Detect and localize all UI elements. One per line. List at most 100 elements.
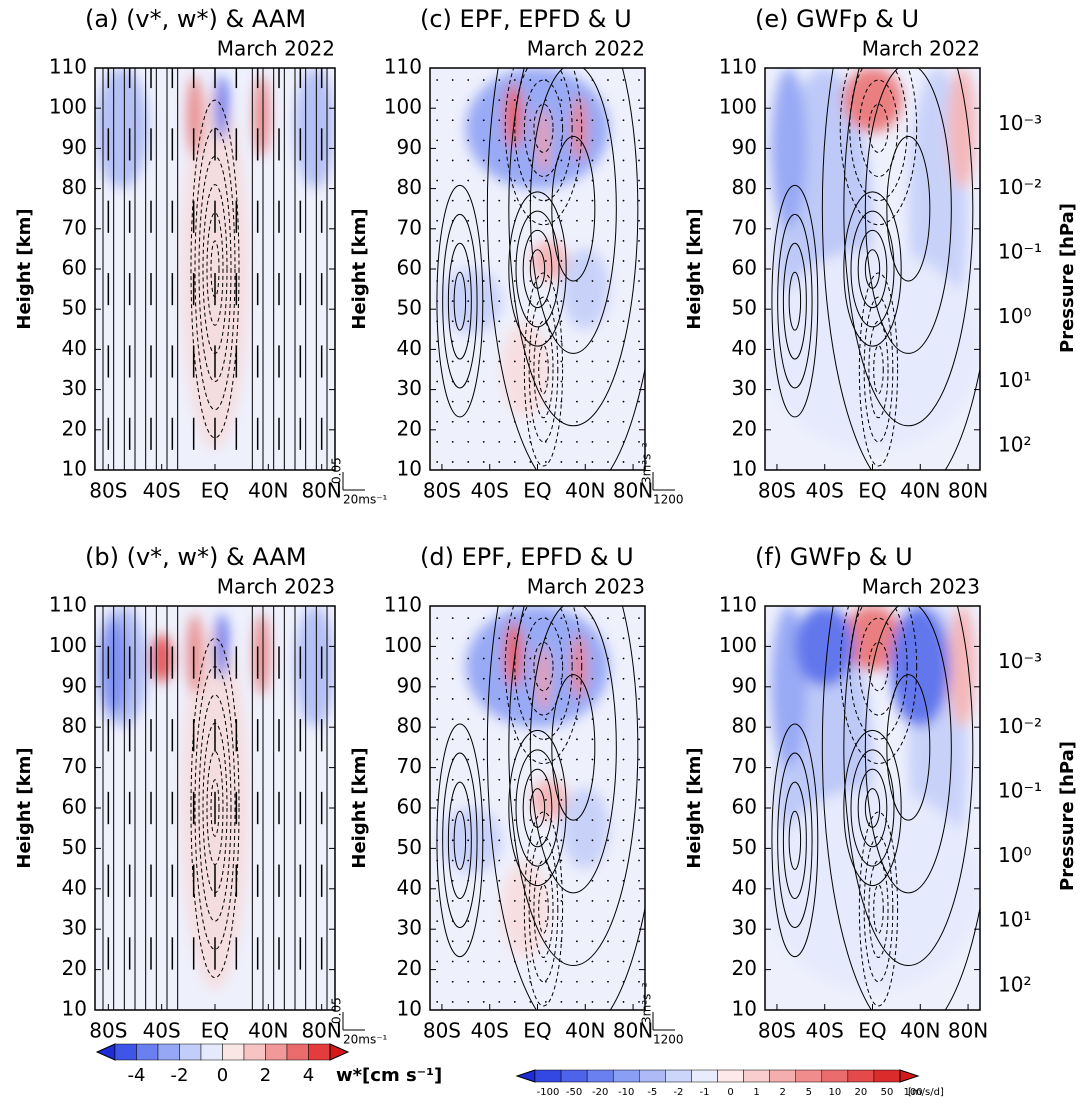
- colorbar-tick-label: -50: [566, 1087, 582, 1098]
- vector-dot: [529, 420, 532, 423]
- vector-dot: [513, 179, 516, 182]
- vector-dot: [436, 940, 439, 943]
- vector-dot: [560, 778, 563, 781]
- vector-dot: [607, 380, 609, 383]
- x-tick-label: 40N: [565, 479, 605, 503]
- vector-dot: [436, 219, 439, 222]
- vector-key-vertical: 0.05: [330, 997, 344, 1024]
- vector-dot: [482, 1001, 485, 1003]
- vector-dot: [591, 179, 594, 182]
- vector-dot: [482, 139, 485, 142]
- x-tick-label: 40S: [143, 1019, 181, 1043]
- vector-dot: [622, 239, 625, 242]
- vector-dot: [622, 778, 625, 781]
- vector-dot: [529, 859, 532, 862]
- x-tick-label: 40N: [900, 479, 940, 503]
- vector-dot: [513, 879, 516, 882]
- y-tick-label: 10: [62, 457, 87, 481]
- colorbar-cell: [222, 1043, 245, 1061]
- vector-dot: [576, 617, 578, 620]
- vector-dot: [560, 260, 563, 262]
- y-tick-label: 30: [397, 916, 422, 940]
- colorbar-cell: [717, 1069, 744, 1083]
- vector-dot: [498, 839, 501, 842]
- colorbar-cell: [821, 1069, 849, 1083]
- vector-dot: [576, 139, 578, 142]
- vector-dot: [607, 778, 609, 781]
- vector-dot: [513, 260, 516, 262]
- vector-dot: [607, 637, 609, 640]
- vector-dot: [544, 879, 547, 882]
- vector-dot: [529, 839, 532, 842]
- vector-dot: [451, 99, 454, 102]
- vector-dot: [591, 340, 594, 343]
- contour: [868, 320, 889, 419]
- vector-dot: [544, 360, 547, 363]
- vector-dot: [560, 657, 563, 660]
- vector-dot: [576, 400, 578, 403]
- vector-dot: [451, 340, 454, 343]
- vector-dot: [436, 360, 439, 363]
- y-tick-label: 10: [732, 997, 757, 1021]
- field: [95, 606, 335, 1010]
- y-tick-label: 110: [384, 55, 422, 79]
- vector-dot: [467, 657, 470, 660]
- vector-dot: [482, 260, 485, 262]
- vector-dot: [513, 657, 516, 660]
- vector-dot: [436, 758, 439, 761]
- vector-dot: [607, 239, 609, 242]
- y-tick-label: 50: [732, 296, 757, 320]
- shade: [181, 88, 249, 450]
- vector-dot: [576, 940, 578, 943]
- vector-dot: [529, 617, 532, 620]
- shade: [187, 614, 203, 695]
- vector-dot: [607, 280, 609, 282]
- panel: (c) EPF, EPFD & U March 2022 Height [km] 10…: [349, 5, 684, 507]
- vector-dot: [498, 778, 501, 781]
- colorbar-tick-label: 0: [217, 1065, 228, 1086]
- vector-dot: [529, 139, 532, 142]
- shade: [537, 108, 550, 173]
- vector-dot: [544, 839, 547, 842]
- shade: [101, 618, 129, 716]
- vector-dot: [638, 637, 640, 640]
- vector-dot: [467, 819, 470, 822]
- vector-dot: [622, 677, 625, 680]
- vector-dot: [436, 879, 439, 882]
- vector-dot: [622, 260, 625, 262]
- colorbar-cell: [265, 1043, 288, 1061]
- vector-dot: [622, 960, 625, 963]
- vector-dot: [544, 139, 547, 142]
- contour: [523, 617, 564, 716]
- contours: [436, 606, 645, 1010]
- vector-key-vertical: 3m²s⁻²: [640, 442, 654, 484]
- vector-dot: [591, 159, 594, 162]
- vector-dot: [622, 300, 625, 303]
- vector-dot: [513, 718, 516, 721]
- vector-dot: [529, 461, 532, 463]
- vector-dot: [591, 461, 594, 463]
- vector-dot: [544, 280, 547, 282]
- vector-dot: [607, 819, 609, 822]
- contour: [486, 68, 645, 470]
- vector-dot: [638, 300, 640, 303]
- shade: [537, 646, 550, 712]
- vector-dot: [467, 879, 470, 882]
- vector-dot: [638, 940, 640, 943]
- y-tick-label: 110: [719, 593, 757, 617]
- vector-dot: [544, 380, 547, 383]
- vector-dot: [560, 940, 563, 943]
- vector-dot: [451, 79, 454, 81]
- vector-dot: [467, 839, 470, 842]
- colorbar-tick-label: 4: [303, 1065, 314, 1086]
- vector-dot: [560, 219, 563, 222]
- contour: [843, 191, 902, 347]
- vector-dot: [622, 380, 625, 383]
- y-tick-label: 70: [732, 754, 757, 778]
- vector-dot: [451, 839, 454, 842]
- vector-dot: [560, 738, 563, 741]
- contour: [843, 606, 974, 966]
- vector-dot: [513, 1001, 516, 1003]
- vector-dot: [513, 159, 516, 162]
- field: [765, 606, 980, 1010]
